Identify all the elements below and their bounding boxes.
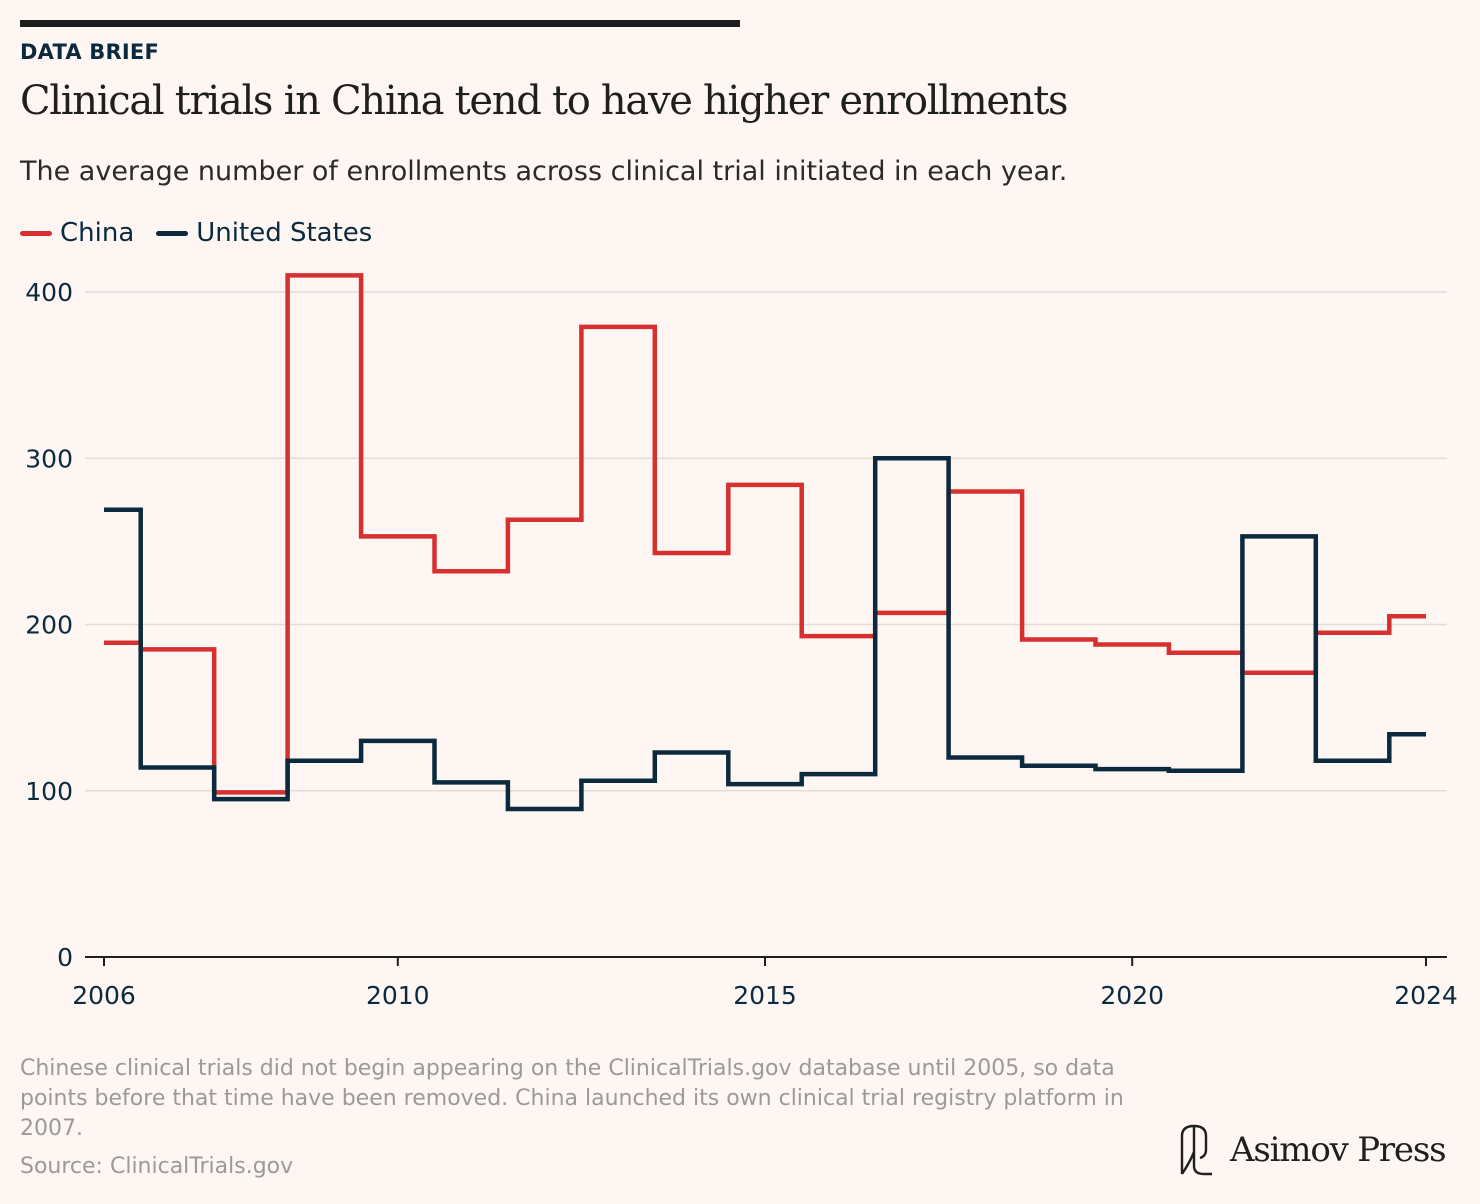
brand-logo: Asimov Press [1176, 1122, 1447, 1178]
chart-subtitle: The average number of enrollments across… [20, 156, 1068, 187]
series-line-united-states [104, 456, 1426, 812]
source-note: Source: ClinicalTrials.gov [20, 1154, 294, 1179]
y-tick-label-300: 300 [25, 444, 73, 473]
series-lines [104, 273, 1426, 812]
series-line-china [104, 273, 1426, 795]
legend-label-united-states: United States [196, 218, 373, 248]
chart-area: 0 100 200 300 400 2006 2010 2015 2020 2024 [25, 273, 1458, 1010]
legend-item-china: China [20, 218, 134, 248]
x-tick-label-2024: 2024 [1394, 981, 1458, 1010]
chart-title: Clinical trials in China tend to have hi… [20, 78, 1069, 124]
legend: China United States [20, 218, 394, 248]
asimov-logo-icon [1180, 1124, 1212, 1176]
y-tick-label-200: 200 [25, 611, 73, 640]
y-tick-label-0: 0 [57, 943, 73, 972]
x-tick-label-2010: 2010 [366, 981, 430, 1010]
x-tick-label-2020: 2020 [1100, 981, 1164, 1010]
x-tick-label-2006: 2006 [72, 981, 136, 1010]
x-tick-label-2015: 2015 [733, 981, 797, 1010]
legend-label-china: China [60, 218, 135, 248]
top-rule [20, 20, 740, 27]
y-axis-labels: 0 100 200 300 400 [25, 278, 73, 972]
brand-name: Asimov Press [1230, 1130, 1447, 1170]
kicker: DATA BRIEF [20, 40, 159, 64]
legend-swatch-united-states [156, 230, 189, 236]
legend-item-united-states: United States [156, 218, 372, 248]
y-tick-label-400: 400 [25, 278, 73, 307]
grid-lines [85, 291, 1447, 792]
legend-swatch-china [20, 230, 52, 236]
x-axis: 2006 2010 2015 2020 2024 [72, 956, 1458, 1010]
footnote: Chinese clinical trials did not begin ap… [20, 1056, 1124, 1141]
y-tick-label-100: 100 [25, 777, 73, 806]
